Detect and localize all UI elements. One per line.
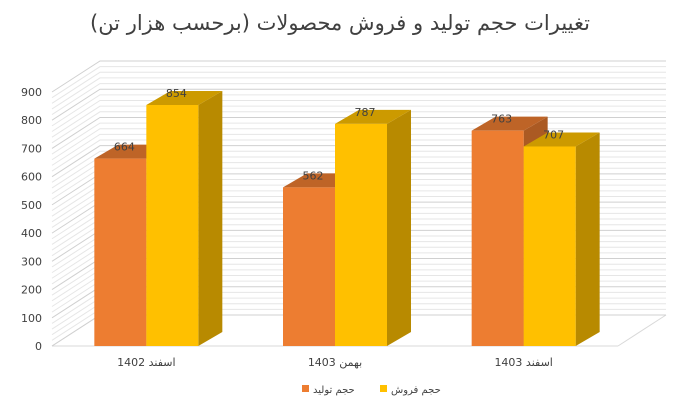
legend-swatch [302, 385, 309, 392]
bar [471, 130, 524, 346]
gridline-minor [51, 100, 666, 132]
data-label: 854 [166, 87, 187, 100]
y-tick-label: 700 [21, 142, 42, 155]
y-tick-label: 100 [21, 312, 42, 325]
legend-label: حجم تولید [313, 385, 355, 396]
bar [335, 123, 387, 346]
bar-side-face [198, 90, 223, 346]
x-tick-label: اسفند 1402 [117, 356, 175, 369]
gridline-minor [51, 122, 666, 155]
data-label: 562 [303, 169, 324, 182]
y-tick-label: 400 [21, 227, 42, 240]
legend: حجم تولید حجم فروش [302, 385, 441, 396]
bar-top-face [523, 132, 600, 147]
bar-top-face [146, 90, 223, 105]
bar-top-face [471, 116, 548, 131]
gridline-minor [51, 71, 666, 104]
bar [146, 104, 199, 346]
y-tick-label: 500 [21, 199, 42, 212]
gridline-major [51, 88, 666, 121]
bar-side-face [575, 132, 600, 346]
x-tick-label: بهمن 1403 [308, 356, 362, 369]
bar [94, 158, 147, 346]
data-label: 664 [114, 141, 135, 154]
legend-swatch [380, 385, 387, 392]
bar-top-face [335, 109, 411, 124]
plot-area: 0 100 200 300 400 500 600 700 800 900 664 854 اسفند … [21, 60, 667, 369]
bar-side-face [387, 109, 411, 346]
gridline-minor [51, 77, 666, 110]
bar [283, 187, 335, 346]
legend-label: حجم فروش [391, 385, 441, 396]
data-label: 707 [543, 128, 564, 141]
y-tick-label: 0 [35, 340, 42, 353]
y-tick-label: 600 [21, 171, 42, 184]
y-tick-label: 900 [21, 86, 42, 99]
gridline-minor [51, 66, 666, 99]
y-tick-label: 800 [21, 114, 42, 127]
gridline-major [51, 60, 666, 93]
data-label: 763 [491, 113, 512, 126]
y-tick-label: 200 [21, 284, 42, 297]
gridline-minor [51, 111, 666, 144]
gridline-minor [51, 105, 666, 138]
x-tick-label: اسفند 1403 [494, 356, 552, 369]
gridline-minor [51, 94, 666, 127]
chart-title: تغییرات حجم تولید و فروش محصولات (برحسب … [90, 11, 590, 36]
gridline-major [51, 116, 666, 149]
floor-edge-right [617, 314, 667, 347]
gridline-minor [51, 83, 666, 115]
bar [523, 146, 576, 346]
y-tick-label: 300 [21, 255, 42, 268]
data-label: 787 [355, 106, 376, 119]
